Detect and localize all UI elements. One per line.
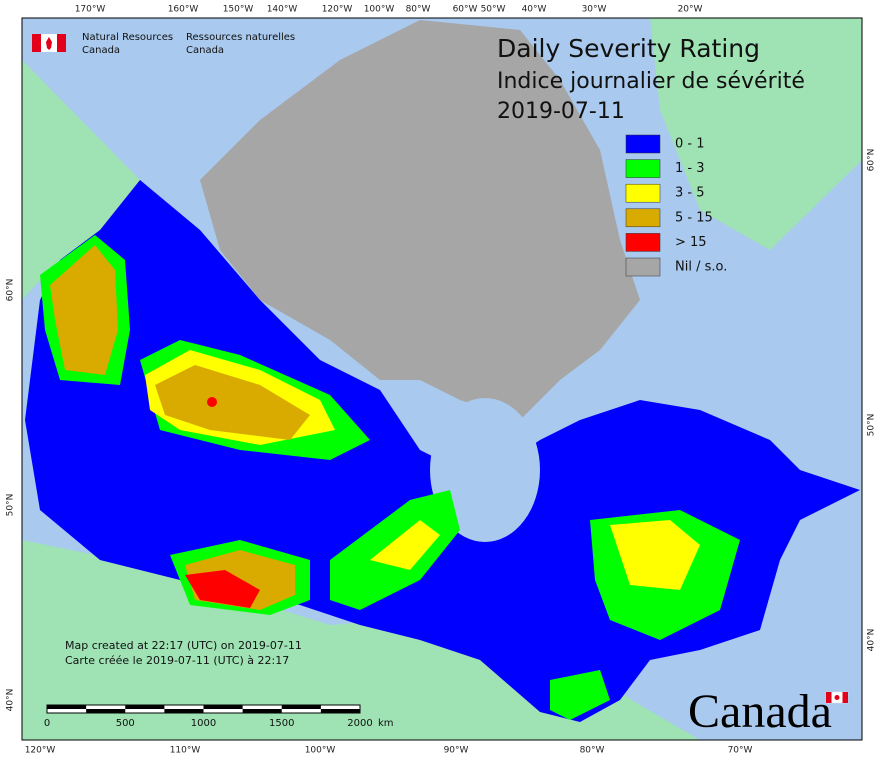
map-frame — [21, 17, 863, 741]
longitude-label: 120°W — [322, 5, 353, 15]
legend-label: Nil / s.o. — [675, 260, 727, 275]
longitude-label: 70°W — [728, 746, 753, 756]
scale-bar-label: 0 — [44, 718, 50, 729]
org-fr: Ressources naturelles — [186, 32, 295, 43]
maple-leaf — [46, 37, 52, 50]
scale-bar-label: 1000 — [191, 718, 216, 729]
longitude-label: 150°W — [223, 5, 254, 15]
scale-bar-segment — [125, 705, 165, 709]
map-area — [21, 17, 863, 741]
patch-red — [185, 570, 260, 608]
latitude-label: 50°N — [6, 494, 16, 517]
longitude-label: 140°W — [267, 5, 298, 15]
legend-label: 3 - 5 — [675, 186, 705, 201]
greenland — [650, 18, 862, 250]
patch-red — [207, 397, 217, 407]
longitude-label: 100°W — [305, 746, 336, 756]
longitude-label: 90°W — [444, 746, 469, 756]
credit: Carte créée le 2019-07-11 (UTC) à 22:17 — [65, 654, 289, 667]
legend-swatch — [625, 208, 661, 228]
title: Daily Severity Rating — [497, 34, 760, 63]
scale-bar-segment — [47, 705, 87, 709]
legend-label: 1 - 3 — [675, 161, 705, 176]
scale-bar-segment — [86, 709, 126, 713]
latitude-label: 40°N — [6, 689, 16, 712]
patch-orange — [50, 245, 118, 375]
longitude-label: 80°W — [580, 746, 605, 756]
legend-swatch — [625, 159, 661, 178]
flag-bar — [826, 692, 832, 703]
org-en: Canada — [82, 45, 120, 56]
latitude-label: 60°N — [6, 279, 16, 302]
latitude-label: 40°N — [867, 629, 877, 652]
scale-bar-segment — [203, 705, 243, 709]
longitude-label: 110°W — [170, 746, 201, 756]
longitude-label: 80°W — [406, 5, 431, 15]
longitude-label: 100°W — [364, 5, 395, 15]
longitude-label: 50°W — [481, 5, 506, 15]
latitude-label: 50°N — [867, 414, 877, 437]
latitude-label: 60°N — [867, 149, 877, 172]
wordmark-flag — [825, 691, 849, 704]
scale-bar-segment — [164, 709, 204, 713]
date: 2019-07-11 — [497, 99, 625, 124]
patch-yellow — [370, 520, 440, 570]
legend-swatch — [625, 183, 661, 203]
longitude-label: 120°W — [25, 746, 56, 756]
scale-bar-segment — [242, 709, 282, 713]
subtitle: Indice journalier de sévérité — [497, 69, 805, 94]
flag-bar — [842, 692, 848, 703]
alaska — [22, 60, 140, 300]
scale-bar-unit: km — [378, 718, 394, 729]
scale-bar-label: 2000 — [347, 718, 372, 729]
credit: Map created at 22:17 (UTC) on 2019-07-11 — [65, 639, 302, 652]
maple-leaf — [834, 695, 840, 700]
generated: 0 - 1 1 - 3 3 - 5 5 - 15 > 15 Nil / s.o. 170°W… — [6, 5, 877, 756]
longitude-label: 170°W — [75, 5, 106, 15]
patch-green — [550, 670, 610, 720]
longitude-label: 40°W — [522, 5, 547, 15]
longitude-label: 20°W — [678, 5, 703, 15]
legend-label: 0 - 1 — [675, 137, 705, 152]
longitude-label: 30°W — [582, 5, 607, 15]
scale-bar-segment — [281, 705, 321, 709]
org-fr: Canada — [186, 45, 224, 56]
hudson-bay — [430, 398, 540, 542]
legend-label: 5 - 15 — [675, 210, 713, 225]
arctic-no-data — [200, 20, 640, 420]
scale-bar-label: 1500 — [269, 718, 294, 729]
legend-label: > 15 — [675, 235, 707, 250]
legend-swatch — [625, 233, 661, 252]
wordmark: Canada — [688, 685, 832, 738]
legend-swatch — [625, 257, 661, 277]
scale-bar-segment — [320, 709, 360, 713]
org-en: Natural Resources — [82, 32, 173, 43]
scale-bar-label: 500 — [116, 718, 135, 729]
longitude-label: 60°W — [453, 5, 478, 15]
flag-bar — [57, 34, 66, 52]
nrcan-logo — [32, 34, 66, 52]
flag-bar — [32, 34, 41, 52]
legend-swatch — [625, 134, 661, 154]
longitude-label: 160°W — [168, 5, 199, 15]
patch-orange — [155, 365, 310, 440]
patch-yellow — [610, 520, 700, 590]
